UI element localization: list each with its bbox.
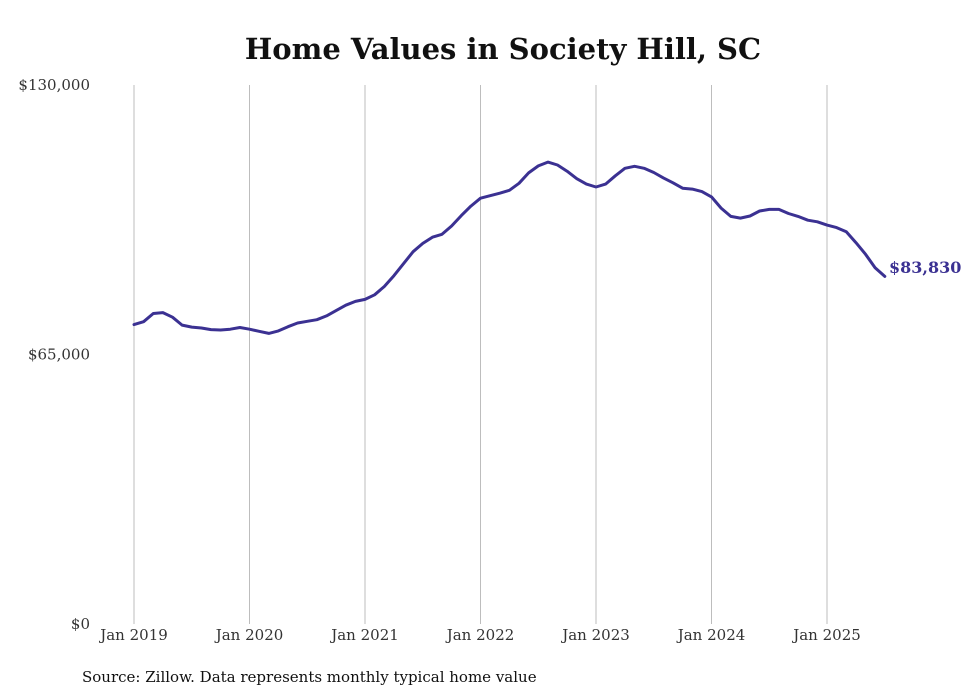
chart-title: Home Values in Society Hill, SC xyxy=(245,32,761,66)
x-tick-label: Jan 2024 xyxy=(676,626,746,644)
home-value-series-line xyxy=(132,160,887,335)
x-tick-label: Jan 2023 xyxy=(560,626,630,644)
vertical-gridlines xyxy=(133,85,828,624)
last-value-label: $83,830 xyxy=(889,258,961,277)
x-tick-label: Jan 2019 xyxy=(98,626,168,644)
x-tick-label: Jan 2022 xyxy=(445,626,515,644)
y-tick-label: $65,000 xyxy=(28,346,90,364)
x-tick-label: Jan 2020 xyxy=(214,626,284,644)
x-axis-ticks: Jan 2019 Jan 2020 Jan 2021 Jan 2022 Jan 2023… xyxy=(98,626,861,644)
source-note: Source: Zillow. Data represents monthly … xyxy=(82,668,537,686)
x-tick-label: Jan 2021 xyxy=(329,626,399,644)
y-axis-ticks: $0 $65,000 $130,000 xyxy=(18,76,90,633)
y-tick-label: $0 xyxy=(71,615,90,633)
y-tick-label: $130,000 xyxy=(18,76,90,94)
x-tick-label: Jan 2025 xyxy=(791,626,861,644)
